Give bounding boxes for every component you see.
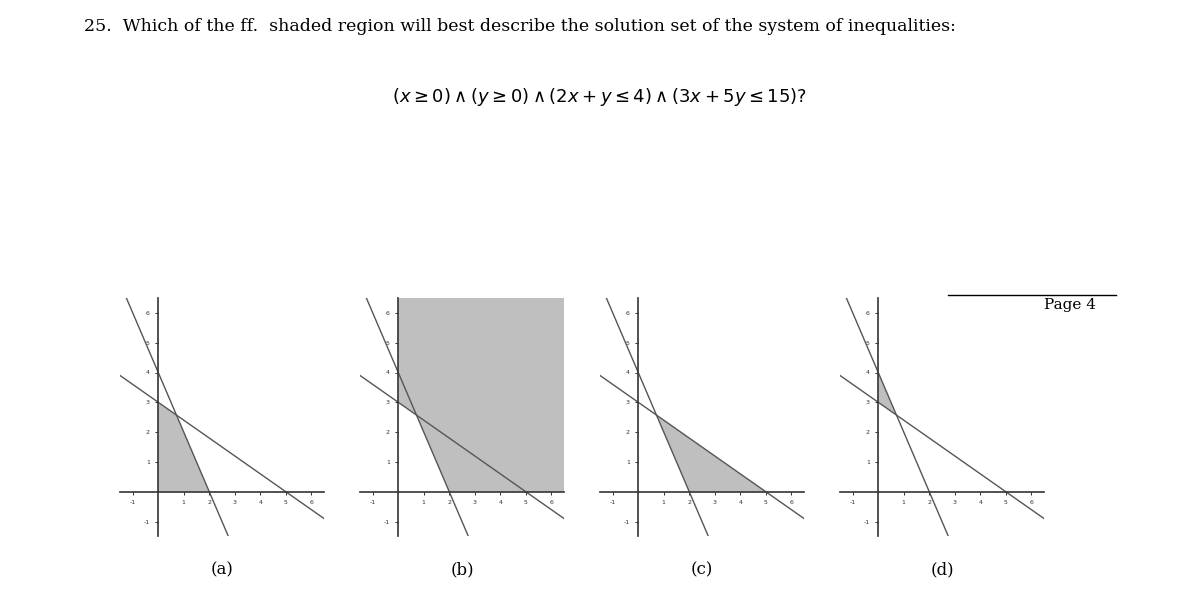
- Text: (b): (b): [450, 561, 474, 578]
- Polygon shape: [158, 402, 209, 492]
- Text: (d): (d): [930, 561, 954, 578]
- Polygon shape: [656, 415, 766, 492]
- Text: (c): (c): [691, 561, 713, 578]
- Polygon shape: [398, 298, 564, 492]
- Text: (a): (a): [210, 561, 234, 578]
- Text: Page 4: Page 4: [1044, 298, 1096, 312]
- Polygon shape: [878, 372, 896, 415]
- Text: 25.  Which of the ff.  shaded region will best describe the solution set of the : 25. Which of the ff. shaded region will …: [84, 18, 956, 35]
- Text: $(x \geq 0) \wedge (y \geq 0) \wedge (2x + y \leq 4) \wedge (3x + 5y \leq 15)?$: $(x \geq 0) \wedge (y \geq 0) \wedge (2x…: [392, 86, 808, 108]
